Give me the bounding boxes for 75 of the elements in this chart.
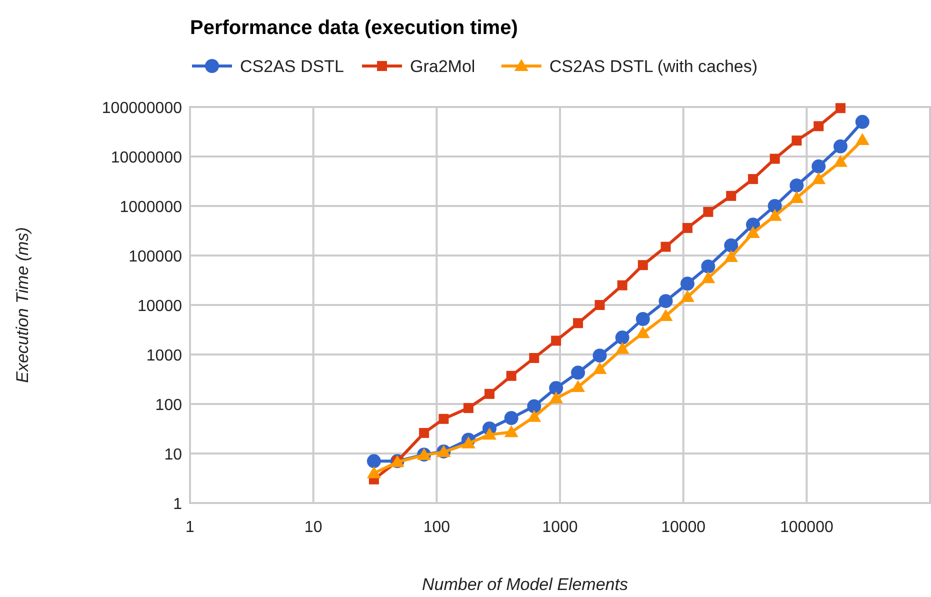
point bbox=[658, 294, 673, 308]
x-tick-label: 10000 bbox=[661, 519, 706, 536]
point bbox=[812, 159, 826, 174]
y-tick-label: 1 bbox=[173, 496, 182, 513]
point bbox=[482, 428, 496, 440]
point bbox=[549, 381, 564, 396]
y-tick-label: 100 bbox=[155, 397, 182, 414]
point bbox=[527, 410, 542, 422]
x-axis-title: Number of Model Elements bbox=[422, 575, 628, 594]
y-tick-label: 100000 bbox=[128, 248, 182, 266]
point bbox=[463, 403, 474, 414]
x-tick-label: 100000 bbox=[780, 519, 834, 536]
point bbox=[529, 352, 540, 363]
point bbox=[680, 276, 694, 291]
point bbox=[571, 366, 586, 380]
point bbox=[748, 174, 758, 184]
point bbox=[835, 103, 846, 114]
point bbox=[701, 271, 716, 284]
y-axis-title: Execution Time (ms) bbox=[13, 227, 32, 383]
point bbox=[504, 411, 518, 426]
point bbox=[726, 190, 736, 201]
point bbox=[504, 425, 518, 438]
point bbox=[419, 428, 430, 438]
chart-title: Performance data (execution time) bbox=[190, 17, 518, 39]
point bbox=[814, 121, 824, 132]
x-tick-label: 1 bbox=[186, 519, 195, 536]
point bbox=[615, 342, 630, 354]
point bbox=[594, 300, 605, 310]
legend-label: CS2AS DSTL bbox=[240, 57, 344, 76]
point bbox=[724, 250, 738, 262]
point bbox=[812, 172, 826, 184]
point bbox=[724, 238, 738, 252]
point bbox=[701, 259, 716, 274]
y-tick-label: 1000000 bbox=[120, 199, 182, 216]
point bbox=[638, 260, 648, 270]
point bbox=[573, 318, 584, 328]
point bbox=[506, 370, 516, 381]
point bbox=[855, 114, 870, 129]
y-tick-label: 10 bbox=[164, 446, 182, 464]
point bbox=[790, 191, 804, 204]
legend-label: CS2AS DSTL (with caches) bbox=[549, 57, 758, 76]
point bbox=[833, 154, 848, 167]
x-tick-label: 1000 bbox=[542, 519, 578, 536]
point bbox=[636, 312, 650, 326]
point bbox=[484, 388, 494, 399]
y-tick-label: 100000000 bbox=[102, 100, 182, 117]
point bbox=[790, 178, 804, 192]
point bbox=[615, 330, 630, 345]
point bbox=[636, 326, 650, 338]
point bbox=[746, 226, 760, 238]
point bbox=[617, 280, 628, 290]
point bbox=[571, 380, 586, 392]
y-tick-label: 1000 bbox=[146, 348, 182, 364]
point bbox=[660, 242, 671, 252]
y-tick-label: 10000000 bbox=[110, 150, 182, 166]
point bbox=[680, 290, 694, 302]
point bbox=[549, 391, 564, 404]
point bbox=[855, 133, 870, 146]
point bbox=[792, 136, 802, 146]
point bbox=[768, 199, 782, 213]
x-tick-label: 100 bbox=[423, 519, 450, 536]
point bbox=[592, 348, 607, 363]
point bbox=[658, 308, 673, 321]
y-tick-label: 10000 bbox=[138, 298, 182, 315]
point bbox=[682, 222, 692, 233]
point bbox=[527, 399, 542, 414]
point bbox=[592, 362, 607, 374]
point bbox=[461, 436, 476, 448]
point bbox=[768, 208, 782, 221]
point bbox=[703, 206, 714, 217]
point bbox=[551, 336, 562, 346]
legend-label: Gra2Mol bbox=[410, 57, 476, 76]
point bbox=[833, 139, 848, 154]
x-tick-label: 10 bbox=[304, 519, 322, 536]
point bbox=[770, 154, 780, 164]
